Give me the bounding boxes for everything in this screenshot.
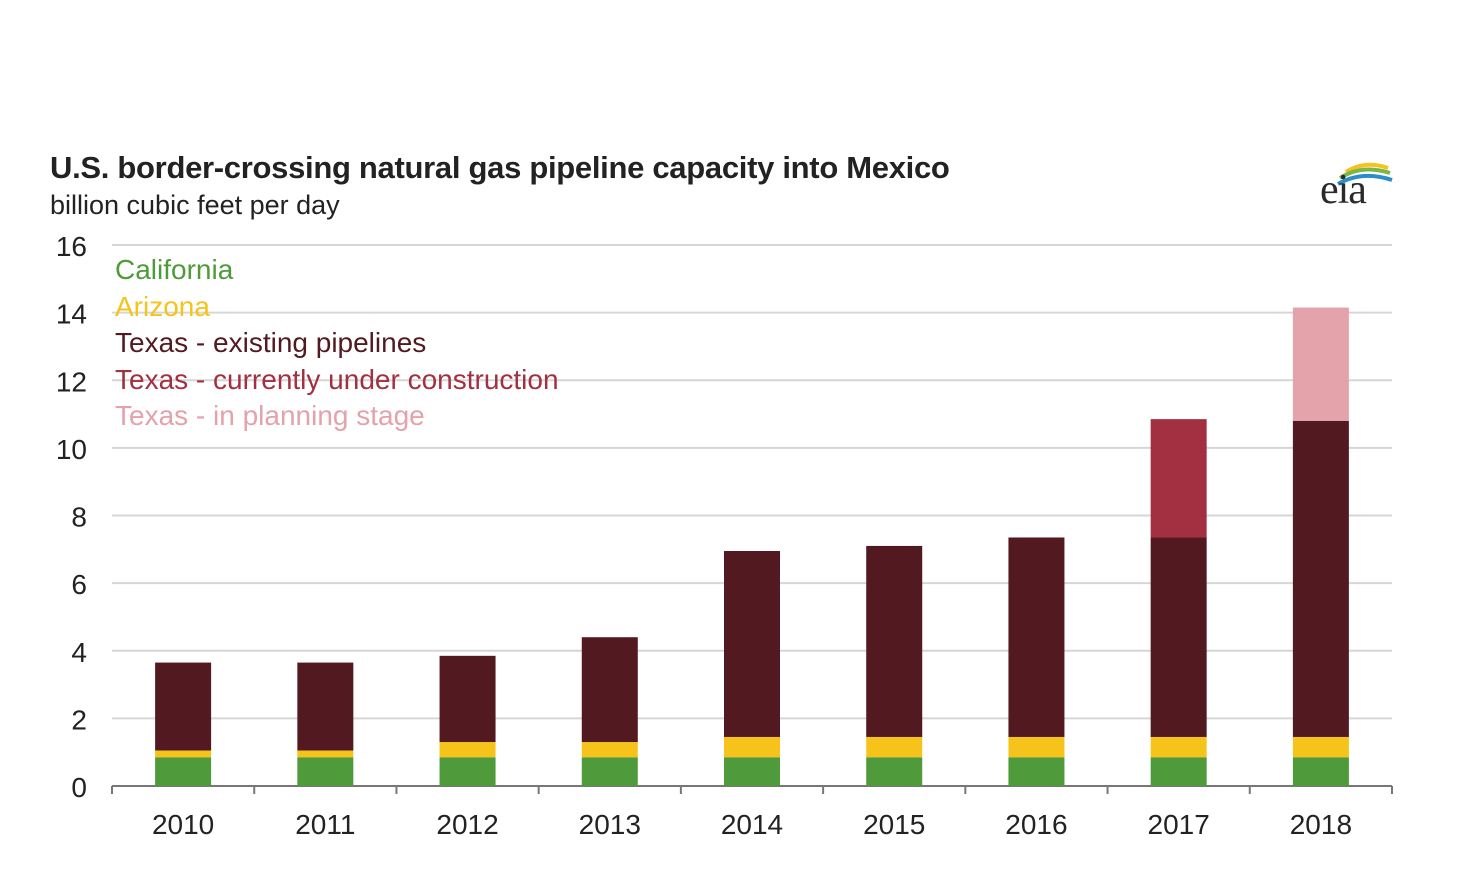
bar-segment — [1150, 537, 1207, 737]
bar-segment — [297, 757, 354, 786]
bar-segment — [155, 662, 212, 751]
bar-segment — [1292, 307, 1349, 421]
bar-segment — [1008, 736, 1065, 758]
bar-segment — [155, 750, 212, 758]
bar-segment — [1008, 757, 1065, 786]
y-tick-label: 6 — [71, 569, 87, 600]
chart-title: U.S. border-crossing natural gas pipelin… — [50, 150, 950, 185]
legend-item: Texas - existing pipelines — [115, 327, 427, 358]
x-tick-label: 2015 — [863, 809, 925, 840]
bar-segment — [724, 757, 780, 786]
bar-segment — [1150, 757, 1207, 786]
bar-segment — [297, 662, 354, 751]
x-tick-label: 2017 — [1148, 809, 1210, 840]
logo-text: eia — [1320, 167, 1367, 213]
bar-segment — [581, 757, 638, 786]
bar-segment — [155, 757, 212, 786]
x-tick-label: 2013 — [579, 809, 641, 840]
bar-segment — [1292, 736, 1349, 758]
bar-segment — [439, 655, 496, 743]
bar-segment — [1292, 420, 1349, 737]
y-tick-label: 16 — [56, 231, 87, 262]
y-tick-label: 4 — [71, 637, 87, 668]
bar-segment — [1008, 537, 1065, 737]
bar-segment — [866, 736, 923, 758]
y-tick-label: 12 — [56, 366, 87, 397]
bar-segment — [581, 637, 638, 743]
y-tick-label: 2 — [71, 704, 87, 735]
eia-logo: eia — [1310, 158, 1400, 218]
bar-segment — [724, 551, 780, 737]
y-tick-label: 14 — [56, 299, 87, 330]
logo-swoosh-icon — [1336, 162, 1393, 186]
bar-segment — [1292, 757, 1349, 786]
x-tick-label: 2018 — [1290, 809, 1352, 840]
chart-subtitle: billion cubic feet per day — [50, 190, 340, 220]
y-tick-label: 0 — [71, 772, 87, 803]
bar-segment — [297, 750, 354, 758]
x-tick-label: 2014 — [721, 809, 783, 840]
y-tick-label: 8 — [71, 502, 87, 533]
bar-segment — [1150, 419, 1207, 538]
legend-item: Arizona — [115, 290, 210, 322]
x-tick-label: 2011 — [295, 809, 355, 840]
legend: California Arizona Texas - existing pipeli… — [115, 252, 559, 435]
bar-segment — [439, 757, 496, 786]
bar-segment — [866, 757, 923, 786]
x-tick-label: 2010 — [152, 809, 214, 840]
y-tick-label: 10 — [56, 434, 87, 465]
legend-item: Texas - currently under construction — [115, 363, 559, 395]
bar-segment — [439, 742, 496, 758]
bar-segment — [1150, 736, 1207, 758]
bar-segment — [866, 545, 923, 737]
legend-item: California — [115, 254, 234, 285]
bar-segment — [724, 736, 780, 758]
bar-segment — [581, 742, 638, 758]
legend-item: Texas - in planning stage — [115, 400, 425, 431]
x-tick-label: 2012 — [436, 809, 498, 840]
x-tick-label: 2016 — [1005, 809, 1067, 840]
